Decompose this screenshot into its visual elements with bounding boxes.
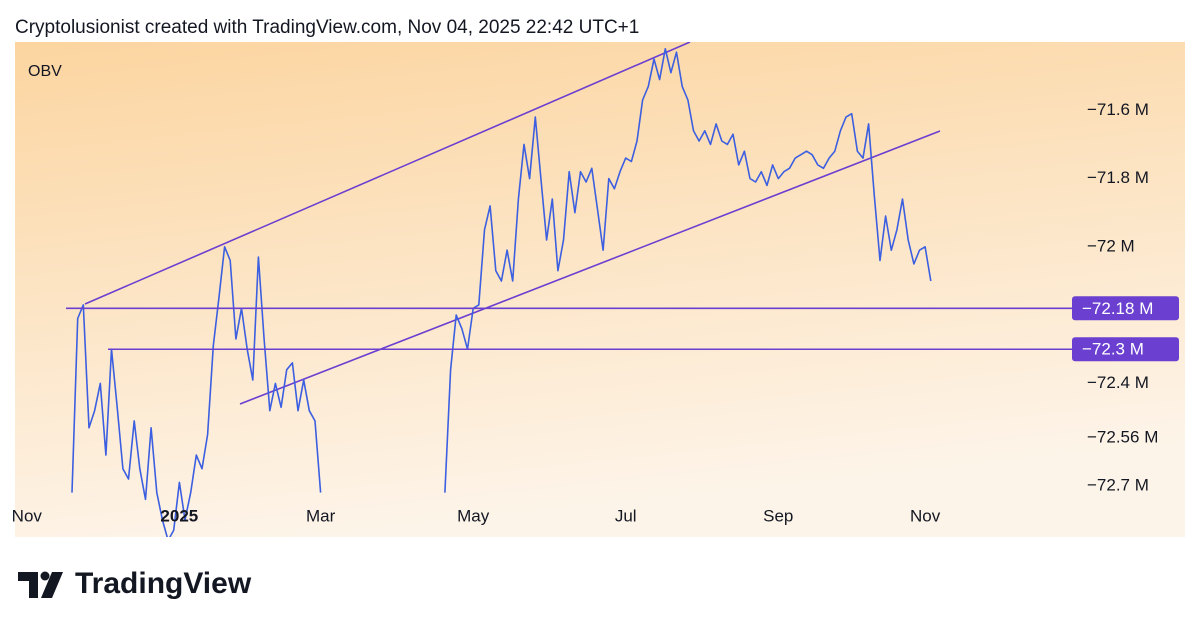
logo-icon [18, 572, 38, 598]
price-label-box [1072, 337, 1179, 362]
x-tick-label: Sep [763, 506, 793, 525]
x-tick-label: Mar [306, 506, 336, 525]
chart-background [15, 42, 1185, 537]
plot [71, 48, 932, 537]
price-label: −72.3 M [1082, 340, 1144, 359]
y-tick-label: −72 M [1087, 236, 1135, 255]
channel-upper [84, 42, 691, 305]
x-tick-label: 2025 [160, 506, 198, 525]
y-tick-label: −72.7 M [1087, 475, 1149, 494]
x-tick-label: Jul [615, 506, 637, 525]
brand-logo: TradingView [18, 567, 252, 600]
y-tick-label: −71.6 M [1087, 100, 1149, 119]
x-tick-label: May [457, 506, 490, 525]
logo-icon [41, 572, 63, 598]
price-label: −72.18 M [1082, 299, 1153, 318]
x-tick-label: Nov [910, 506, 941, 525]
channel-lower [239, 130, 941, 405]
x-tick-label: Nov [12, 506, 43, 525]
y-tick-label: −71.8 M [1087, 168, 1149, 187]
y-tick-label: −72.4 M [1087, 373, 1149, 392]
price-label-box [1072, 296, 1179, 321]
obv-line [71, 48, 932, 537]
header-text: Cryptolusionist created with TradingView… [15, 17, 639, 38]
logo-icon [40, 571, 50, 581]
indicator-name: OBV [28, 63, 62, 80]
brand-name: TradingView [75, 567, 252, 600]
trend-lines [84, 42, 941, 405]
y-tick-label: −72.56 M [1087, 427, 1158, 446]
